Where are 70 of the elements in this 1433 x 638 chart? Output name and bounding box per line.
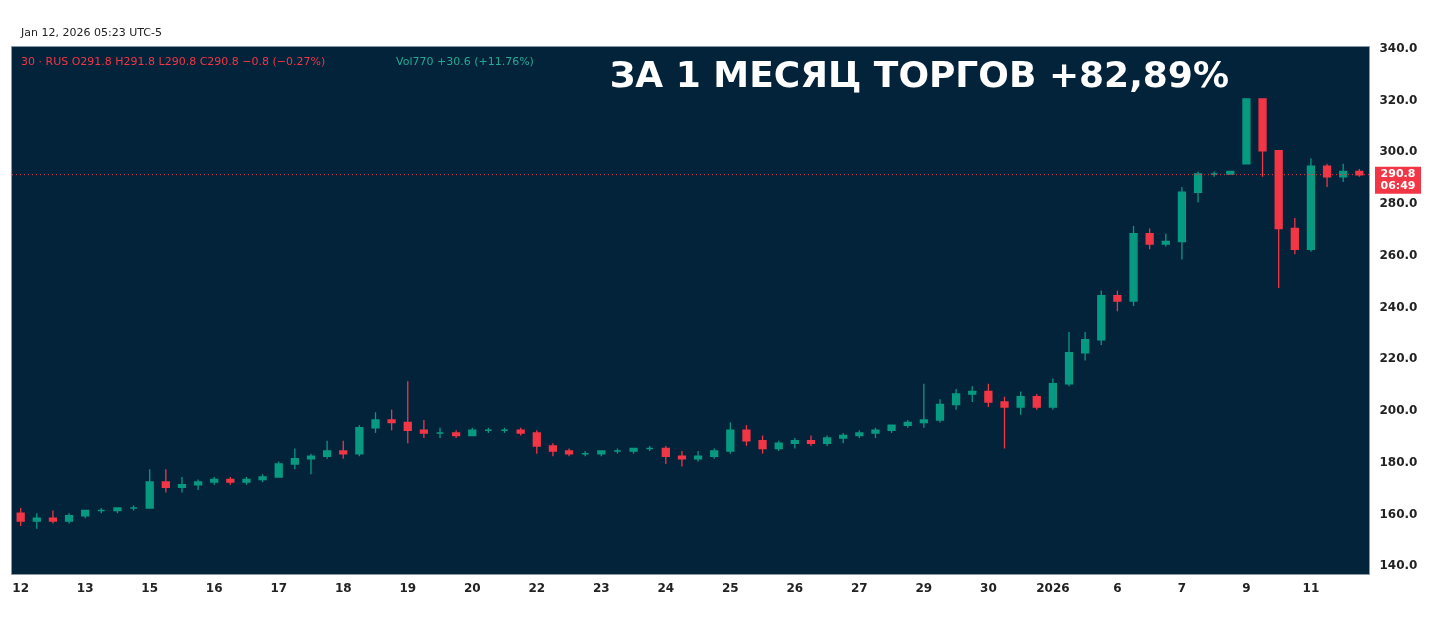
candlestick: [1193, 170, 1203, 204]
candlestick: [193, 478, 203, 491]
candlestick: [1081, 331, 1090, 362]
x-tick-label: 15: [141, 580, 159, 595]
candlestick: [387, 409, 396, 431]
candlestick: [161, 468, 170, 494]
candlestick: [419, 419, 429, 439]
candlestick: [1048, 377, 1058, 411]
x-tick-label: 2026: [1036, 580, 1070, 595]
x-tick-label: 19: [399, 580, 417, 595]
x-tick-label: 27: [851, 580, 868, 595]
candlestick: [935, 398, 945, 424]
candlestick: [322, 440, 332, 460]
x-tick-label: 20: [463, 580, 481, 595]
y-tick-label: 220.0: [1379, 351, 1418, 366]
x-tick-label: 24: [657, 580, 675, 595]
candlestick: [726, 421, 735, 455]
candlestick: [1113, 289, 1122, 312]
x-tick-label: 23: [592, 580, 610, 595]
y-tick-label: 300.0: [1379, 144, 1418, 159]
candlestick: [1145, 227, 1154, 250]
candlestick: [806, 434, 816, 447]
x-tick-label: 9: [1242, 580, 1251, 595]
annotation: Vol770 +30.6 (+11.76%): [396, 55, 534, 68]
candlestick: [339, 440, 348, 460]
text: Jan 12, 2026 05:23 UTC-5: [20, 26, 162, 39]
y-tick-label: 240.0: [1379, 299, 1418, 314]
text: 06:49: [1380, 178, 1416, 192]
y-tick-label: 260.0: [1379, 247, 1418, 262]
candlestick: [177, 476, 187, 494]
x-tick-label: 18: [334, 580, 352, 595]
x-tick-label: 13: [76, 580, 94, 595]
y-tick-label: 320.0: [1379, 92, 1418, 107]
candlestick: [403, 380, 412, 444]
candlestick: [1016, 390, 1025, 416]
candlestick: [951, 388, 961, 411]
x-tick-label: 25: [721, 580, 739, 595]
candlestick: [306, 453, 316, 475]
y-tick-label: 340.0: [1379, 40, 1418, 55]
y-tick-label: 280.0: [1379, 196, 1418, 211]
x-tick-label: 29: [915, 580, 933, 595]
chart-title: ЗА 1 МЕСЯЦ ТОРГОВ +82,89%: [609, 54, 1229, 95]
candlestick: [1290, 217, 1299, 255]
x-tick-label: 30: [980, 580, 997, 595]
candlestick: [290, 447, 299, 470]
y-tick-label: 180.0: [1379, 454, 1418, 469]
candlestick: [984, 383, 993, 408]
x-tick-label: 16: [205, 580, 223, 595]
x-tick-label: 7: [1177, 580, 1187, 595]
candlestick: [48, 509, 58, 525]
x-tick-label: 6: [1113, 580, 1122, 595]
x-tick-label: 17: [270, 580, 288, 595]
x-tick-label: 26: [786, 580, 804, 595]
ref-line-label: 290.8: [1380, 166, 1416, 180]
y-tick-label: 140.0: [1379, 558, 1418, 573]
x-tick-label: 12: [12, 580, 30, 595]
y-tick-label: 200.0: [1379, 403, 1418, 418]
y-tick-label: 160.0: [1379, 506, 1418, 521]
candlestick: [661, 445, 670, 465]
candlestick: [16, 507, 25, 527]
candlestick: [532, 429, 541, 455]
x-tick-label: 22: [528, 580, 546, 595]
candlestick: [1000, 396, 1009, 450]
candlestick: [371, 411, 380, 434]
candlestick: [677, 450, 687, 468]
candlestick: [919, 383, 928, 429]
x-tick-label: 11: [1302, 580, 1320, 595]
candlestick: [758, 434, 767, 455]
candlestick: [742, 424, 751, 447]
annotation: 30 · RUS O291.8 H291.8 L290.8 C290.8 −0.8 (−0.27%): [21, 55, 326, 68]
